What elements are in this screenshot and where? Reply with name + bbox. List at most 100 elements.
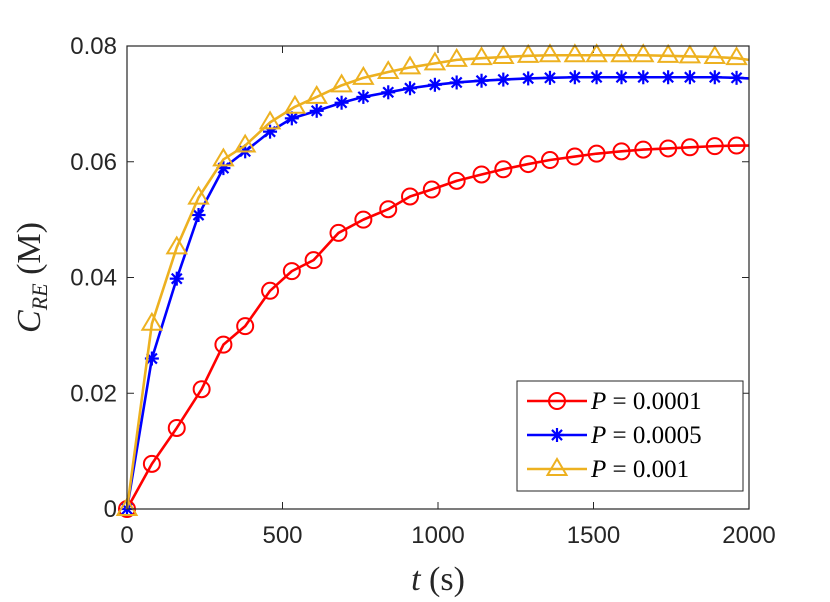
y-tick-label: 0.04 bbox=[70, 265, 117, 292]
series-1-marker bbox=[401, 187, 420, 206]
series-3-marker bbox=[656, 43, 680, 63]
legend-marker-2 bbox=[550, 428, 564, 442]
series-1-marker bbox=[236, 317, 255, 336]
series-2-marker bbox=[542, 70, 557, 85]
series-3-marker bbox=[725, 46, 748, 66]
series-3-marker bbox=[212, 147, 235, 167]
series-3-marker bbox=[233, 133, 257, 153]
series-3-marker bbox=[258, 110, 282, 130]
series-3-marker bbox=[538, 43, 562, 63]
series-3-marker bbox=[165, 235, 189, 255]
series-2-marker bbox=[661, 70, 676, 85]
series-2-marker bbox=[521, 71, 536, 86]
series-1-marker bbox=[354, 210, 373, 229]
series-3-marker bbox=[330, 73, 353, 93]
series-layer bbox=[115, 43, 750, 518]
series-3-marker bbox=[610, 43, 633, 63]
x-tick-label: 0 bbox=[120, 522, 133, 549]
series-3-marker bbox=[585, 43, 608, 63]
series-3-marker bbox=[563, 43, 587, 63]
series-3-marker bbox=[516, 43, 540, 63]
y-tick-label: 0 bbox=[104, 496, 117, 523]
series-3-marker bbox=[398, 55, 422, 75]
series-2-marker bbox=[309, 103, 324, 118]
series-3-marker bbox=[140, 311, 164, 331]
series-2-marker bbox=[403, 81, 418, 96]
series-1-marker bbox=[142, 454, 161, 473]
series-3-marker bbox=[187, 185, 210, 205]
series-2-marker bbox=[567, 70, 582, 85]
series-2-marker bbox=[427, 77, 442, 92]
series-1-line bbox=[125, 144, 749, 510]
series-1-marker bbox=[329, 223, 348, 242]
x-tick-label: 1000 bbox=[411, 522, 464, 549]
plot-area-frame bbox=[126, 45, 750, 510]
y-tick-label: 0.06 bbox=[70, 149, 117, 176]
series-3-marker bbox=[423, 51, 447, 71]
y-tick-label: 0.02 bbox=[70, 380, 117, 407]
series-1-marker bbox=[494, 160, 513, 179]
series-3-marker bbox=[678, 44, 702, 64]
labels-layer: 0 500 1000 1500 2000 0 0.02 0.04 0.06 0.08 t (s) CR… bbox=[11, 33, 776, 598]
legend-label-1: P = 0.0001 bbox=[590, 388, 702, 415]
series-3-marker bbox=[283, 94, 307, 114]
series-1-marker bbox=[659, 139, 678, 158]
series-2-marker bbox=[614, 70, 629, 85]
series-1-marker bbox=[261, 281, 280, 300]
legend: P = 0.0001 P = 0.0005 P = 0.001 bbox=[516, 380, 744, 492]
series-2-marker bbox=[169, 271, 184, 286]
series-2 bbox=[120, 70, 750, 516]
series-1-marker bbox=[304, 251, 323, 270]
series-1-marker bbox=[472, 165, 491, 184]
series-2-marker bbox=[682, 70, 697, 85]
series-3-marker bbox=[492, 45, 515, 64]
x-tick-label: 500 bbox=[262, 522, 302, 549]
legend-label-2: P = 0.0005 bbox=[590, 422, 702, 449]
series-1-marker bbox=[282, 262, 301, 281]
series-3-marker bbox=[305, 84, 328, 104]
series-1-marker bbox=[727, 136, 746, 155]
series-1-marker bbox=[587, 144, 606, 163]
series-2-marker bbox=[356, 89, 371, 104]
series-3 bbox=[115, 43, 750, 516]
series-1-marker bbox=[565, 147, 584, 166]
series-1-marker bbox=[705, 137, 724, 156]
series-1-marker bbox=[447, 171, 466, 190]
y-tick-label: 0.08 bbox=[70, 33, 117, 60]
x-tick-label: 1500 bbox=[567, 522, 620, 549]
series-3-marker bbox=[115, 497, 139, 516]
series-2-marker bbox=[496, 72, 511, 87]
legend-marker-3 bbox=[545, 457, 569, 476]
series-2-marker bbox=[381, 85, 396, 100]
series-1-marker bbox=[519, 155, 538, 174]
series-2-marker bbox=[707, 70, 722, 85]
series-2-marker bbox=[334, 95, 349, 110]
series-2-marker bbox=[729, 70, 744, 85]
series-1-marker bbox=[192, 380, 211, 399]
series-3-marker bbox=[352, 65, 375, 85]
series-2-marker bbox=[589, 70, 604, 85]
series-2-marker bbox=[449, 75, 464, 90]
series-3-marker bbox=[703, 45, 727, 64]
x-axis-label: t (s) bbox=[411, 561, 465, 598]
series-1-marker bbox=[612, 142, 631, 161]
series-3-marker bbox=[470, 46, 493, 66]
series-1-marker bbox=[167, 418, 186, 437]
series-1-marker bbox=[214, 335, 233, 354]
series-3-marker bbox=[445, 47, 468, 67]
legend-label-3: P = 0.001 bbox=[590, 456, 689, 483]
series-1-marker bbox=[422, 180, 441, 199]
series-3-marker bbox=[376, 60, 400, 80]
y-axis-label: CRE (M) bbox=[11, 222, 52, 333]
series-1-marker bbox=[540, 151, 559, 170]
series-1-marker bbox=[680, 138, 699, 157]
legend-marker-1 bbox=[548, 392, 566, 410]
series-2-marker bbox=[636, 70, 651, 85]
series-2-line bbox=[125, 75, 750, 510]
series-1-marker bbox=[379, 200, 398, 219]
x-tick-label: 2000 bbox=[722, 522, 775, 549]
series-1-marker bbox=[634, 140, 653, 159]
series-3-marker bbox=[632, 43, 655, 63]
series-1 bbox=[118, 136, 749, 518]
